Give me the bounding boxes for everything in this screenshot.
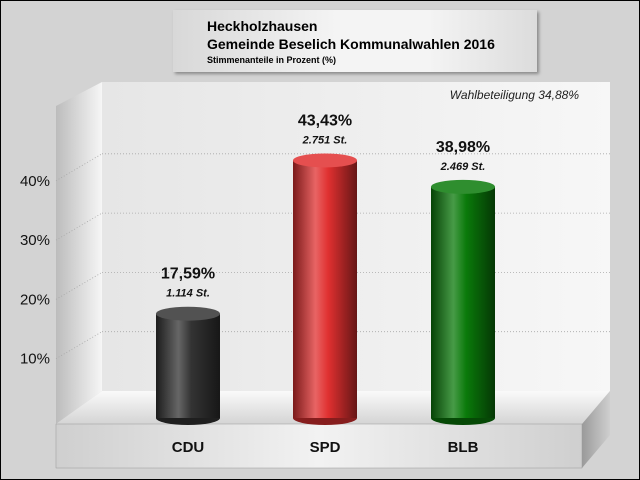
y-tick-label: 30% <box>20 232 50 249</box>
bar-spd <box>293 153 357 425</box>
title-box: Heckholzhausen Gemeinde Beselich Kommuna… <box>173 10 537 72</box>
bar-body <box>431 186 495 418</box>
chart-base-side <box>582 391 610 468</box>
x-category-label: SPD <box>310 439 341 456</box>
data-label-percent: 17,59% <box>161 266 215 283</box>
y-tick-label: 40% <box>20 173 50 190</box>
bar-cdu <box>156 306 220 425</box>
y-tick-label: 20% <box>20 291 50 308</box>
chart-caption: Stimmenanteile in Prozent (%) <box>207 55 337 65</box>
x-category-label: CDU <box>172 439 205 456</box>
bar-top <box>293 153 357 168</box>
y-tick-label: 10% <box>20 351 50 368</box>
data-label-votes: 2.751 St. <box>302 134 348 146</box>
x-category-label: BLB <box>448 439 479 456</box>
bar-top <box>431 179 495 194</box>
bar-top <box>156 306 220 321</box>
data-label-percent: 38,98% <box>436 139 490 156</box>
bar-body <box>293 160 357 419</box>
turnout-annotation: Wahlbeteiligung 34,88% <box>450 88 580 102</box>
data-label-votes: 1.114 St. <box>166 288 210 300</box>
data-label-votes: 2.469 St. <box>440 161 486 173</box>
side-wall <box>56 82 102 424</box>
bar-body <box>156 313 220 418</box>
chart-base <box>55 423 583 469</box>
data-label-percent: 43,43% <box>298 112 352 129</box>
chart-subtitle: Gemeinde Beselich Kommunalwahlen 2016 <box>207 36 495 52</box>
bar-blb <box>431 179 495 425</box>
chart-title: Heckholzhausen <box>207 18 318 34</box>
